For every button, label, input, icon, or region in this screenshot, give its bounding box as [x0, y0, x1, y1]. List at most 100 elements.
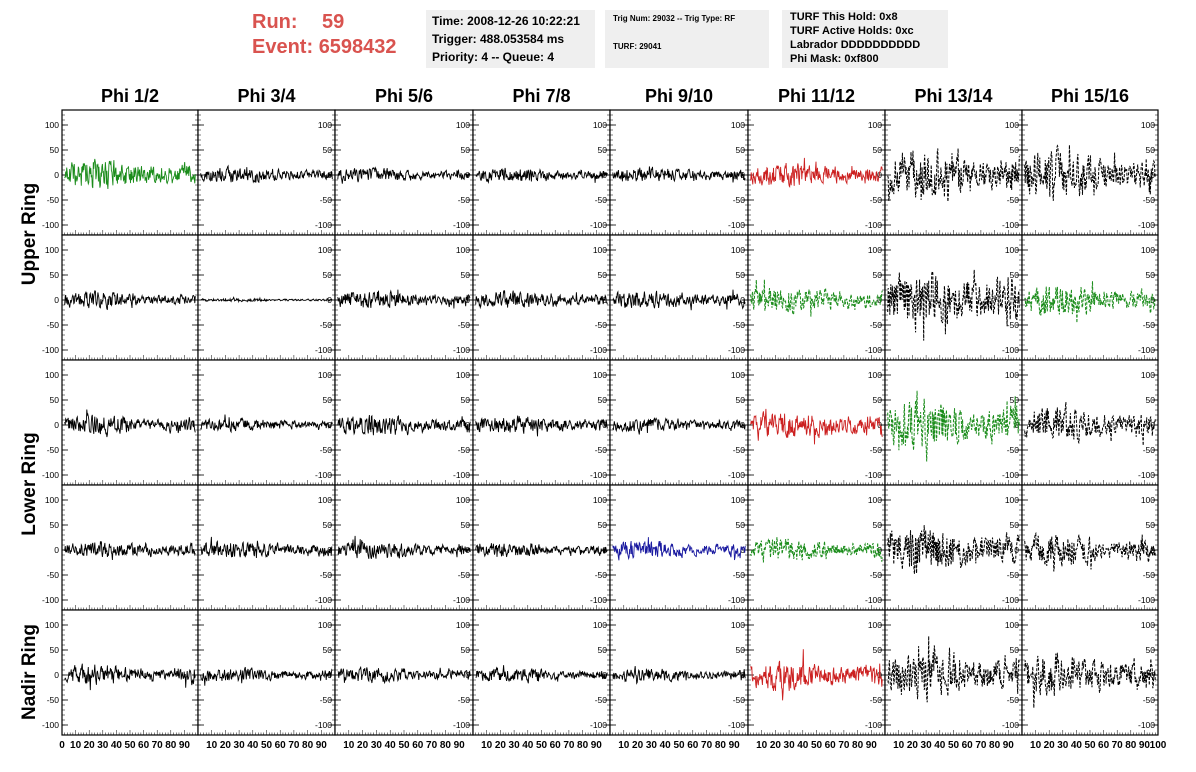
y-tick-label: -50	[595, 445, 608, 455]
y-tick-label: 100	[868, 245, 882, 255]
y-tick-label: 100	[1005, 245, 1019, 255]
y-tick-label: 100	[1141, 495, 1155, 505]
panel-r4-c7: -100 -50 0 50 100	[884, 484, 1023, 611]
x-tick-label: 50	[673, 740, 685, 751]
y-tick-label: -50	[1143, 570, 1156, 580]
y-tick-label: -50	[1143, 320, 1156, 330]
panel-r2-c1: -100 -50 0 50 100	[42, 234, 199, 361]
y-tick-label: -50	[1007, 445, 1020, 455]
x-tick-label: 10	[206, 740, 218, 751]
y-tick-label: 100	[456, 495, 470, 505]
waveform-trace	[200, 296, 333, 304]
y-tick-label: 100	[1141, 620, 1155, 630]
y-tick-label: 50	[1010, 145, 1020, 155]
y-tick-label: -50	[320, 445, 333, 455]
x-tick-label: 20	[357, 740, 369, 751]
turf-hold-text: TURF This Hold: 0x8	[790, 11, 898, 23]
y-tick-label: -100	[42, 595, 59, 605]
y-tick-label: 0	[740, 545, 745, 555]
y-tick-label: 50	[50, 520, 60, 530]
x-tick-label: 70	[426, 740, 438, 751]
y-tick-label: 100	[456, 245, 470, 255]
waveform-trace	[887, 390, 1020, 462]
waveform-trace	[337, 289, 471, 309]
x-tick-label: 80	[715, 740, 727, 751]
panel-frame	[197, 609, 336, 736]
y-tick-label: 50	[1146, 645, 1156, 655]
y-tick-label: -100	[42, 220, 59, 230]
y-tick-label: 50	[873, 645, 883, 655]
waveform-trace	[750, 537, 883, 563]
y-tick-label: 100	[45, 370, 59, 380]
y-tick-label: -100	[1138, 220, 1155, 230]
x-tick-label: 20	[770, 740, 782, 751]
x-tick-label: 30	[509, 740, 521, 751]
y-tick-label: -100	[590, 720, 607, 730]
y-tick-label: 100	[1141, 370, 1155, 380]
waveform-trace	[475, 167, 608, 185]
y-tick-label: 100	[731, 620, 745, 630]
panel-r3-c7: -100 -50 0 50 100	[884, 359, 1023, 486]
waveform-trace	[750, 408, 883, 445]
labrador-text: Labrador DDDDDDDDDD	[790, 39, 921, 51]
y-tick-label: -100	[590, 595, 607, 605]
waveform-trace	[475, 289, 608, 310]
waveform-trace	[1024, 281, 1156, 323]
x-tick-label: 30	[646, 740, 658, 751]
y-tick-label: 50	[598, 270, 608, 280]
y-tick-label: -50	[1007, 320, 1020, 330]
y-tick-label: 0	[1150, 420, 1155, 430]
panel-frame	[884, 609, 1023, 736]
y-tick-label: -50	[870, 195, 883, 205]
y-tick-label: -50	[47, 445, 60, 455]
y-tick-label: 50	[461, 395, 471, 405]
y-tick-label: -50	[595, 570, 608, 580]
y-tick-label: -50	[733, 320, 746, 330]
x-tick-label: 30	[97, 740, 109, 751]
waveform-trace	[337, 535, 471, 559]
waveform-trace	[475, 665, 608, 684]
x-tick-label: 60	[412, 740, 424, 751]
y-tick-label: -100	[1138, 595, 1155, 605]
run-label: Run:	[252, 11, 298, 33]
y-tick-label: 0	[54, 545, 59, 555]
waveform-trace	[750, 279, 883, 317]
y-tick-label: -100	[865, 595, 882, 605]
panel-r1-c8: -100 -50 0 50 100	[1021, 109, 1159, 236]
waveform-trace	[200, 666, 333, 686]
y-tick-label: -50	[1007, 695, 1020, 705]
y-tick-label: -50	[870, 320, 883, 330]
y-tick-label: 50	[873, 270, 883, 280]
y-tick-label: 50	[1010, 520, 1020, 530]
panel-frame	[884, 484, 1023, 611]
column-header-2: Phi 3/4	[237, 86, 296, 106]
x-tick-label: 50	[124, 740, 136, 751]
x-tick-label: 10	[756, 740, 768, 751]
y-tick-label: 100	[1005, 370, 1019, 380]
y-tick-label: -50	[733, 695, 746, 705]
x-tick-label: 30	[234, 740, 246, 751]
waveform-trace	[64, 158, 196, 190]
turf-info-box: TURF This Hold: 0x8 TURF Active Holds: 0…	[782, 10, 948, 68]
y-tick-label: 50	[1010, 645, 1020, 655]
waveform-trace	[337, 414, 471, 436]
y-tick-label: -50	[320, 320, 333, 330]
y-tick-label: -100	[590, 470, 607, 480]
turf-text: TURF: 29041	[613, 42, 662, 51]
y-tick-label: 100	[868, 120, 882, 130]
waveform-trace	[64, 663, 196, 691]
panel-frame	[334, 359, 474, 486]
y-tick-label: 50	[736, 395, 746, 405]
y-tick-label: 50	[323, 270, 333, 280]
waveform-trace	[1024, 144, 1156, 201]
x-tick-label: 70	[838, 740, 850, 751]
